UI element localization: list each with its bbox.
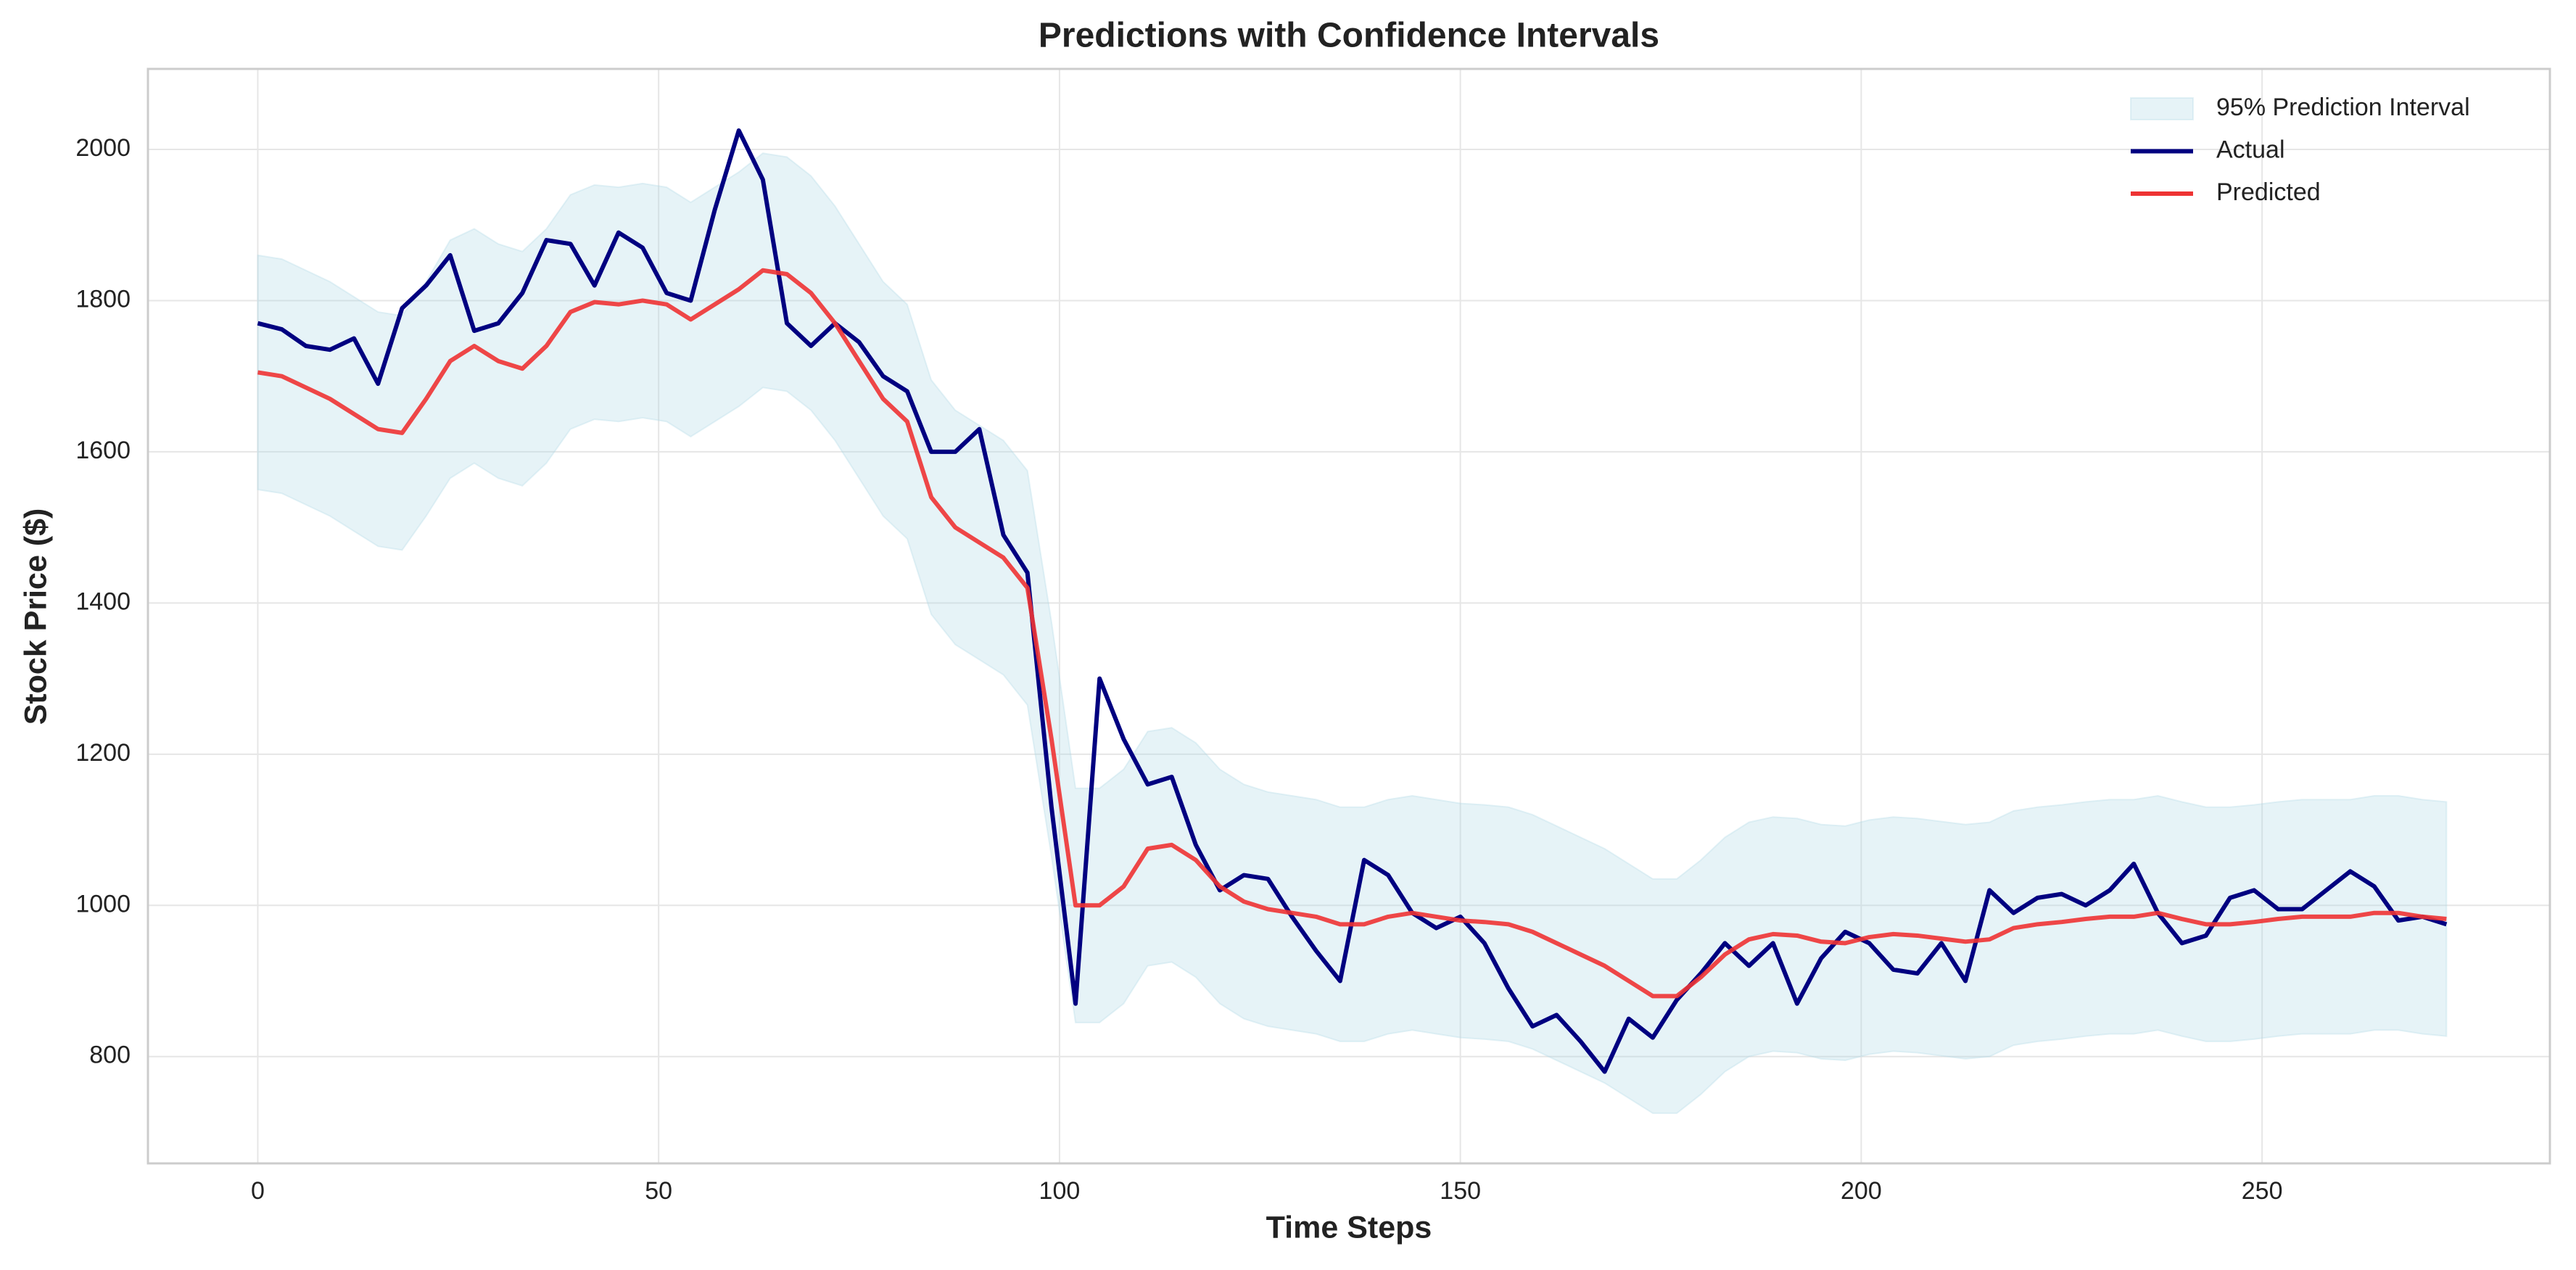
plot-frame	[146, 67, 2551, 1165]
y-tick-label: 800	[89, 1042, 131, 1069]
y-tick-label: 1800	[75, 285, 131, 313]
legend-label: 95% Prediction Interval	[2216, 94, 2470, 121]
series-line	[257, 128, 2448, 1074]
x-tick-label: 250	[2242, 1177, 2283, 1205]
series-line	[257, 268, 2447, 999]
legend-label: Predicted	[2216, 178, 2321, 206]
x-tick-label: 200	[1841, 1177, 1882, 1205]
x-tick-label: 0	[251, 1177, 265, 1205]
y-axis-label: Stock Price ($)	[18, 508, 53, 725]
legend-swatch	[2130, 97, 2194, 120]
y-tick-label: 1600	[75, 437, 131, 464]
y-tick-label: 2000	[75, 134, 131, 162]
legend-label: Actual	[2216, 136, 2285, 163]
y-tick-label: 1400	[75, 587, 131, 615]
y-tick-label: 1000	[75, 890, 131, 918]
x-tick-label: 50	[645, 1177, 672, 1205]
x-tick-label: 100	[1039, 1177, 1081, 1205]
x-tick-label: 150	[1440, 1177, 1481, 1205]
prediction-band	[257, 152, 2448, 1114]
y-tick-label: 1200	[75, 739, 131, 767]
legend: 95% Prediction Interval Actual Predicted	[2130, 94, 2470, 206]
x-axis-label: Time Steps	[1266, 1210, 1432, 1245]
chart-title: Predictions with Confidence Intervals	[1039, 17, 1659, 55]
